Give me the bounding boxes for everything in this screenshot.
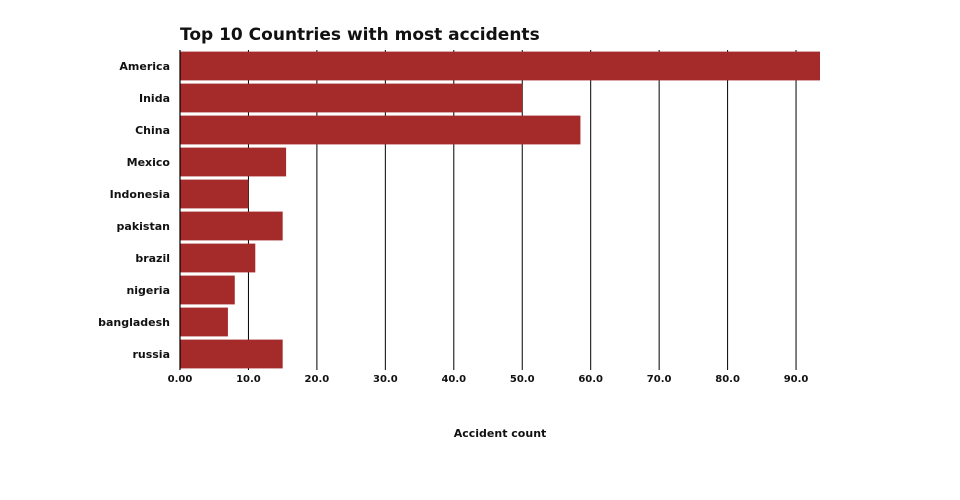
x-tick-label-6: 60.0 — [578, 374, 603, 385]
category-label-mexico: Mexico — [127, 156, 171, 169]
bar-america[interactable] — [180, 51, 820, 81]
x-tick-label-2: 20.0 — [305, 374, 330, 385]
x-axis-label: Accident count — [454, 427, 547, 440]
x-tick-label-3: 30.0 — [373, 374, 398, 385]
category-label-russia: russia — [132, 348, 170, 361]
bar-china[interactable] — [180, 115, 581, 145]
category-labels: America Inida China Mexico Indonesia pakistan… — [98, 60, 170, 361]
bar-indonesia[interactable] — [180, 179, 249, 209]
x-tick-label-0: 0.00 — [168, 374, 193, 385]
chart-title: Top 10 Countries with most accidents — [180, 25, 540, 45]
category-label-america: America — [119, 60, 170, 73]
x-tick-label-1: 10.0 — [236, 374, 261, 385]
category-label-nigeria: nigeria — [126, 284, 170, 297]
category-label-inida: Inida — [139, 92, 170, 105]
bar-pakistan[interactable] — [180, 211, 283, 241]
x-tick-label-8: 80.0 — [715, 374, 740, 385]
bar-russia[interactable] — [180, 339, 283, 369]
x-tick-label-4: 40.0 — [441, 374, 466, 385]
x-tick-labels: 0.00 10.0 20.0 30.0 40.0 50.0 60.0 70.0 80.0 90.0 — [168, 374, 809, 385]
category-label-bangladesh: bangladesh — [98, 316, 170, 329]
bar-mexico[interactable] — [180, 147, 287, 177]
x-tick-label-5: 50.0 — [510, 374, 535, 385]
bar-bangladesh[interactable] — [180, 307, 228, 337]
category-label-indonesia: Indonesia — [110, 188, 170, 201]
category-label-china: China — [135, 124, 170, 137]
x-tick-label-7: 70.0 — [647, 374, 672, 385]
bars — [180, 51, 820, 369]
bar-brazil[interactable] — [180, 243, 256, 273]
category-label-brazil: brazil — [135, 252, 170, 265]
bar-nigeria[interactable] — [180, 275, 235, 305]
bar-inida[interactable] — [180, 83, 523, 113]
category-label-pakistan: pakistan — [117, 220, 170, 233]
x-tick-label-9: 90.0 — [784, 374, 809, 385]
